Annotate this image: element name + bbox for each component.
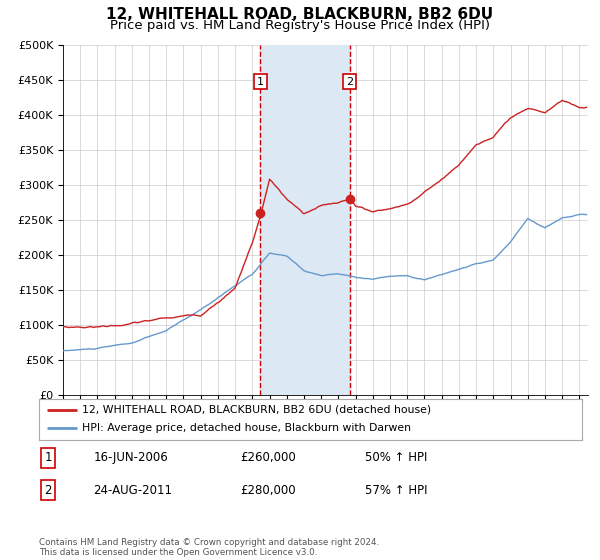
Text: 2: 2: [346, 77, 353, 87]
Text: Contains HM Land Registry data © Crown copyright and database right 2024.
This d: Contains HM Land Registry data © Crown c…: [39, 538, 379, 557]
Text: 12, WHITEHALL ROAD, BLACKBURN, BB2 6DU (detached house): 12, WHITEHALL ROAD, BLACKBURN, BB2 6DU (…: [82, 405, 431, 415]
Text: 2: 2: [44, 483, 52, 497]
Text: 24-AUG-2011: 24-AUG-2011: [94, 483, 172, 497]
Text: 57% ↑ HPI: 57% ↑ HPI: [365, 483, 427, 497]
Text: £280,000: £280,000: [240, 483, 296, 497]
Text: 12, WHITEHALL ROAD, BLACKBURN, BB2 6DU: 12, WHITEHALL ROAD, BLACKBURN, BB2 6DU: [106, 7, 494, 22]
Text: 16-JUN-2006: 16-JUN-2006: [94, 451, 168, 464]
Text: 50% ↑ HPI: 50% ↑ HPI: [365, 451, 427, 464]
Text: Price paid vs. HM Land Registry's House Price Index (HPI): Price paid vs. HM Land Registry's House …: [110, 19, 490, 32]
Text: 1: 1: [44, 451, 52, 464]
Text: HPI: Average price, detached house, Blackburn with Darwen: HPI: Average price, detached house, Blac…: [82, 423, 412, 433]
Text: 1: 1: [257, 77, 264, 87]
Text: £260,000: £260,000: [240, 451, 296, 464]
Bar: [260, 45, 350, 395]
